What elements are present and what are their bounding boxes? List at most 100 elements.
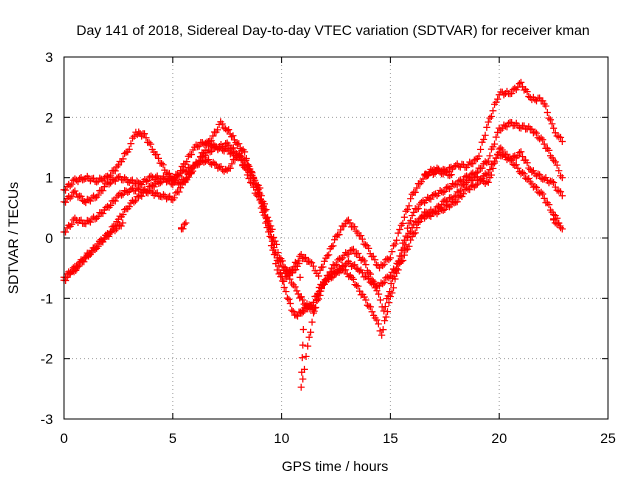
data-point [380,260,388,268]
data-point [551,158,559,166]
data-point [325,251,333,259]
data-point [557,172,565,180]
data-point [260,205,268,213]
data-point [517,148,525,156]
data-point [349,275,357,283]
data-point [551,183,559,191]
data-point [383,255,391,263]
data-point [320,257,328,265]
data-point [386,272,394,280]
data-point [323,252,331,260]
data-point [379,326,387,334]
data-point [539,97,547,105]
data-point [550,124,558,132]
data-point [312,296,320,304]
data-point [245,175,253,183]
x-tick-label: 10 [274,430,290,446]
data-point [408,212,416,220]
x-tick-label: 0 [60,430,68,446]
y-tick-label: -3 [41,411,54,427]
data-point [472,181,480,189]
data-point [66,194,74,202]
data-point [396,225,404,233]
data-point [300,365,308,373]
data-point [386,293,394,301]
data-point [486,152,494,160]
data-point [302,253,310,261]
data-point [335,231,343,239]
data-point [169,175,177,183]
data-point [88,248,96,256]
data-point [309,262,317,270]
data-point [508,156,516,164]
data-point [172,189,180,197]
data-point [105,180,113,188]
data-point [467,182,475,190]
data-point [416,200,424,208]
x-tick-label: 5 [169,430,177,446]
data-point [503,123,511,131]
data-point [540,140,548,148]
data-point [292,266,300,274]
data-point [546,177,554,185]
data-point [373,316,381,324]
data-point [411,229,419,237]
data-point [489,107,497,115]
data-point [77,216,85,224]
data-point [294,312,302,320]
data-point [441,205,449,213]
data-point [93,178,101,186]
data-point [447,193,455,201]
data-point [71,187,79,195]
data-point [331,236,339,244]
data-point [466,158,474,166]
data-point [119,155,127,163]
data-point [362,261,370,269]
data-point [153,189,161,197]
data-point [117,222,125,230]
data-point [182,219,190,227]
data-point [500,121,508,129]
x-tick-label: 15 [383,430,399,446]
data-point [205,137,213,145]
data-point [393,236,401,244]
data-point [248,179,256,187]
data-point [553,186,561,194]
data-point [94,213,102,221]
data-point [304,342,312,350]
data-point [452,162,460,170]
data-point [492,133,500,141]
data-point [430,208,438,216]
data-point [399,256,407,264]
data-point [352,227,360,235]
data-point [397,257,405,265]
data-point [558,174,566,182]
data-point [262,213,270,221]
data-point [435,202,443,210]
data-point [367,303,375,311]
data-point [332,260,340,268]
data-point [453,180,461,188]
data-point [434,166,442,174]
data-point [283,267,291,275]
data-point [366,278,374,286]
data-point [263,218,271,226]
data-point [431,207,439,215]
data-point [374,320,382,328]
data-point [407,236,415,244]
data-point [486,114,494,122]
x-tick-label: 25 [600,430,616,446]
data-point [423,172,431,180]
data-point [114,161,122,169]
data-point [351,261,359,269]
data-point [512,161,520,169]
data-point [278,277,286,285]
data-point [119,190,127,198]
data-point [147,187,155,195]
data-point [100,235,108,243]
data-point [340,263,348,271]
data-point [256,184,264,192]
data-point [519,168,527,176]
data-point [302,352,310,360]
